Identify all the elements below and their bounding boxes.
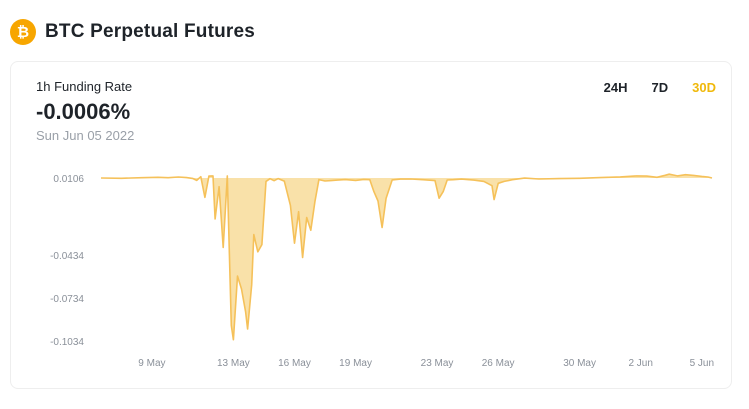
page-header: ₿ BTC Perpetual Futures — [10, 18, 255, 46]
tab-7d[interactable]: 7D — [651, 80, 669, 95]
bitcoin-icon: ₿ — [10, 19, 36, 45]
bitcoin-symbol: ₿ — [16, 23, 30, 41]
range-tabs: 24H 7D 30D — [604, 80, 716, 95]
tab-30d[interactable]: 30D — [692, 80, 716, 95]
funding-rate-date: Sun Jun 05 2022 — [36, 128, 135, 143]
funding-rate-value: -0.0006% — [36, 99, 131, 124]
tab-24h[interactable]: 24H — [603, 80, 628, 95]
funding-rate-label: 1h Funding Rate — [36, 79, 133, 94]
funding-rate-card: 1h Funding Rate -0.0006% Sun Jun 05 2022… — [10, 61, 732, 389]
page-title: BTC Perpetual Futures — [45, 21, 256, 42]
